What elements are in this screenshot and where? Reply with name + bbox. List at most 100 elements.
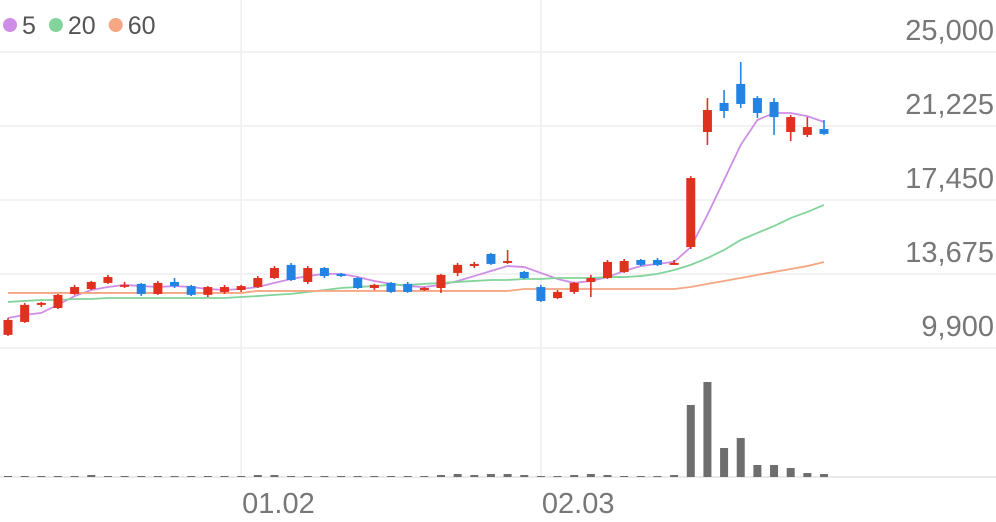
y-tick-label: 17,450 (905, 163, 994, 195)
candle-body (503, 260, 513, 263)
volume-bar (770, 465, 779, 477)
candle-body (486, 253, 496, 264)
candle-body (802, 127, 812, 135)
volume-bar (503, 474, 512, 477)
volume-bar (470, 475, 479, 477)
candle-body (669, 262, 679, 265)
candle-body (603, 261, 613, 279)
x-tick-label: 02.03 (542, 488, 615, 520)
candle-body (120, 284, 130, 287)
candle-body (170, 281, 180, 287)
candle-body (469, 263, 479, 267)
y-tick-label: 9,900 (921, 311, 994, 343)
candle-body (819, 129, 829, 134)
volume-bar (387, 476, 396, 477)
volume-bar (4, 476, 12, 477)
legend-dot (3, 18, 17, 32)
volume-bar (803, 473, 812, 477)
candle-body (86, 281, 96, 289)
volume-bar (253, 475, 262, 477)
candle-body (53, 294, 63, 309)
volume-bar (486, 474, 495, 477)
volume-bar (686, 405, 695, 477)
candle-body (136, 283, 146, 294)
volume-bar (103, 476, 112, 477)
candle-body (186, 286, 196, 295)
candle-body (736, 83, 746, 104)
candle-body (569, 282, 579, 292)
volume-bar (536, 476, 545, 477)
legend-dot (48, 18, 63, 32)
candle-body (686, 178, 696, 248)
volume-bar (320, 476, 329, 477)
volume-bar (620, 476, 629, 477)
candle-body (219, 287, 229, 292)
ma-line (7, 112, 825, 319)
candle-body (786, 117, 796, 132)
volume-bar (153, 476, 162, 477)
candle-body (652, 259, 662, 265)
candle-body (103, 277, 113, 283)
volume-bar (670, 475, 679, 477)
candle-body (369, 284, 379, 289)
legend-label: 60 (128, 12, 156, 40)
candle-body (386, 282, 396, 292)
volume-bar (553, 476, 562, 477)
ma-line (8, 261, 825, 294)
y-tick-label: 25,000 (905, 15, 994, 47)
y-tick-label: 21,225 (905, 89, 994, 121)
volume-bar (586, 474, 595, 477)
volume-bar (70, 476, 79, 477)
candle-body (769, 101, 779, 118)
legend-label: 20 (68, 12, 96, 40)
volume-bar (703, 382, 712, 477)
volume-bar (20, 476, 29, 477)
candle-body (286, 264, 296, 280)
candle-body (70, 287, 80, 294)
volume-bar (420, 476, 429, 477)
volume-bar (603, 475, 612, 477)
candle-body (419, 288, 429, 291)
volume-bar (53, 476, 62, 477)
candle-body (203, 287, 213, 295)
candle-body (269, 268, 279, 279)
candle-body (519, 271, 529, 279)
volume-bar (270, 475, 279, 477)
volume-bar (753, 465, 762, 477)
volume-bar (120, 476, 129, 477)
candle-body (319, 268, 329, 277)
volume-bar (720, 448, 729, 477)
volume-bar (220, 476, 229, 477)
candle-body (586, 278, 596, 282)
candle-body (536, 287, 546, 301)
volume-bar (436, 475, 445, 477)
candle-body (619, 260, 629, 272)
volume-bar (786, 468, 795, 477)
candle-body (719, 102, 729, 112)
volume-bar (137, 476, 146, 477)
candle-body (3, 319, 13, 335)
volume-bar (203, 476, 212, 477)
volume-bar (736, 438, 745, 477)
volume-bar (170, 476, 179, 477)
legend-dot (108, 18, 123, 32)
volume-bar (237, 476, 246, 477)
candle-body (553, 291, 563, 299)
candle-body (436, 274, 446, 289)
volume-bar (87, 475, 96, 477)
volume-bar (636, 476, 645, 477)
candle-body (353, 278, 363, 289)
candle-body (303, 268, 313, 282)
candle-body (453, 264, 463, 273)
candle-body (253, 278, 263, 288)
y-tick-label: 13,675 (905, 237, 994, 269)
volume-bar (570, 475, 579, 477)
candle-body (702, 110, 712, 132)
volume-bar (820, 474, 828, 477)
ma-line (7, 204, 825, 303)
candle-body (236, 286, 246, 290)
candle-body (336, 273, 346, 277)
candle-body (752, 98, 762, 113)
